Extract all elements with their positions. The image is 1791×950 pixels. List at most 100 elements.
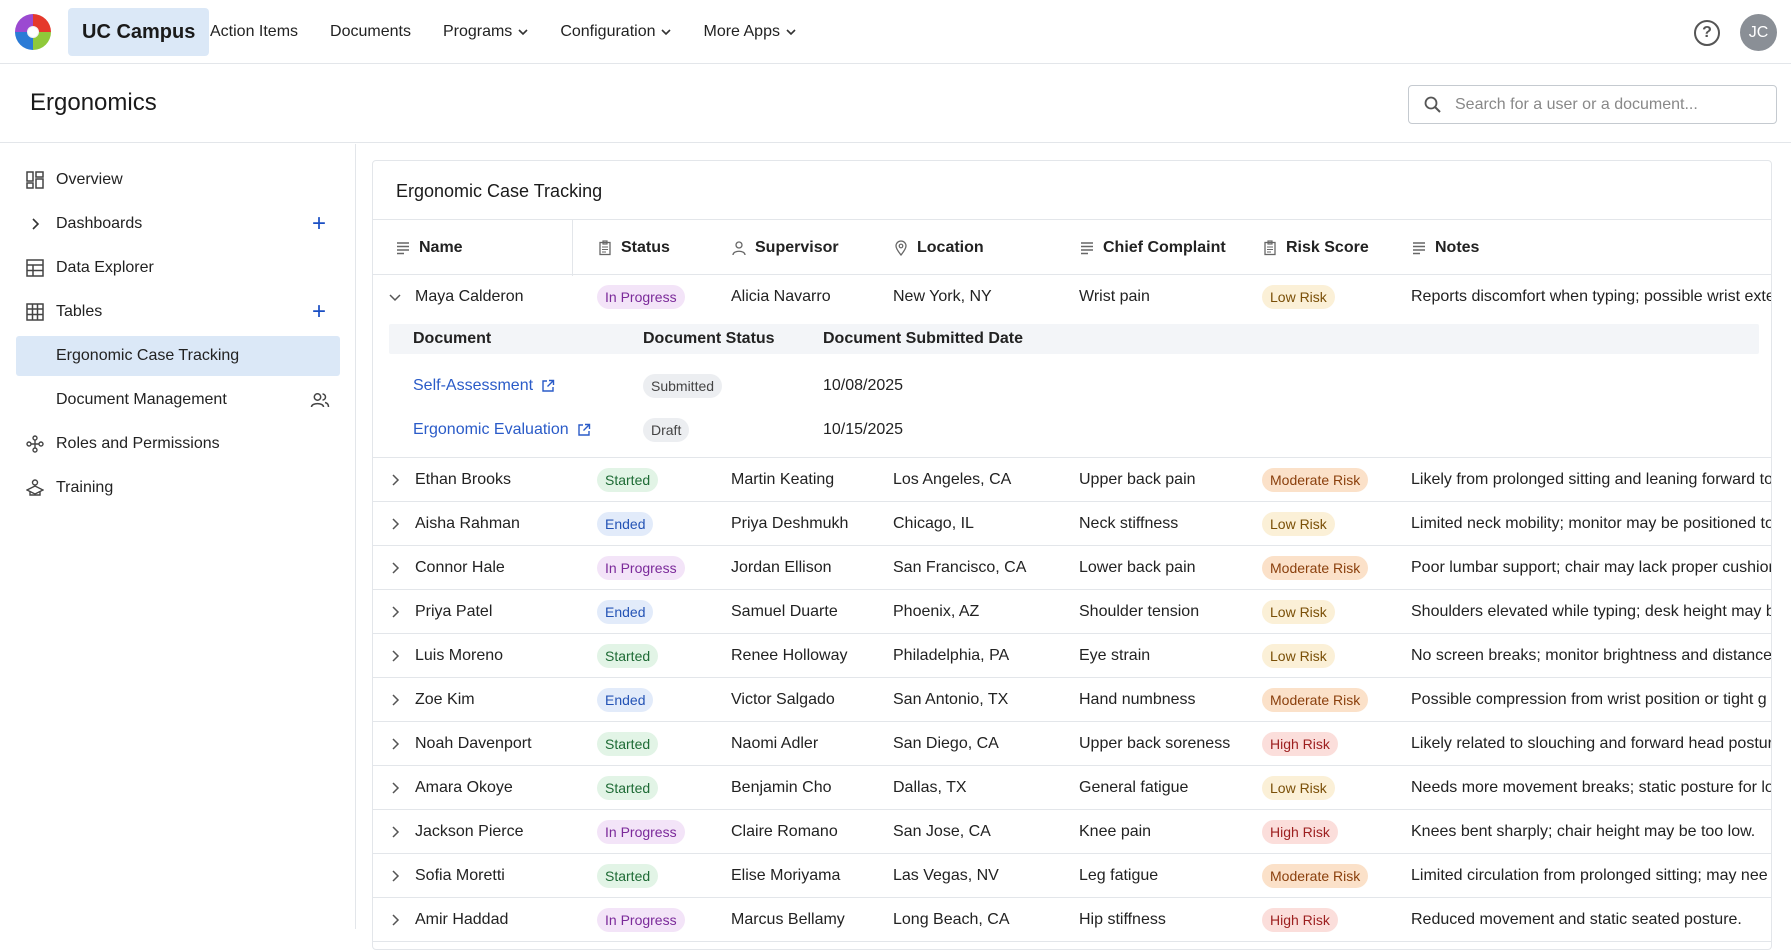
expand-row-button[interactable] — [387, 722, 403, 766]
table-row[interactable]: Noah Davenport Started Naomi Adler San Dieg… — [373, 722, 1772, 766]
table-row[interactable]: Jackson Pierce In Progress Claire Romano Sa… — [373, 810, 1771, 854]
status-badge: In Progress — [597, 819, 685, 845]
table-row[interactable]: Luis Moreno Started Renee Holloway Philadel… — [373, 634, 1771, 678]
status-badge: Started — [597, 467, 659, 493]
table-row[interactable]: Maya Calderon In Progress Alicia Navarro… — [373, 275, 1772, 319]
brand-button[interactable]: UC Campus — [68, 8, 210, 56]
risk-badge: Moderate Risk — [1262, 863, 1369, 889]
cell-name: Ethan Brooks — [415, 471, 512, 488]
table-row[interactable]: Aisha Rahman Ended Priya Deshmukh Chicago, … — [373, 502, 1771, 546]
sidebar-item-ergonomic-case-tracking[interactable]: Ergonomic Case Tracking — [16, 336, 340, 376]
chevron-right-icon[interactable] — [25, 214, 45, 234]
sidebar-item-roles-permissions[interactable]: Roles and Permissions — [16, 424, 340, 464]
expand-row-button[interactable] — [387, 766, 403, 810]
org-chart-icon — [25, 434, 45, 454]
cell-notes: Likely from prolonged sitting and leanin… — [1411, 471, 1772, 488]
column-label: Notes — [1435, 239, 1480, 256]
column-supervisor[interactable]: Supervisor — [731, 220, 839, 276]
collapse-row-button[interactable] — [387, 275, 403, 319]
expand-row-button[interactable] — [387, 898, 403, 942]
cell-complaint: General fatigue — [1079, 779, 1189, 796]
cell-name: Aisha Rahman — [415, 515, 520, 532]
column-label: Chief Complaint — [1103, 239, 1226, 256]
expand-row-button[interactable] — [387, 590, 403, 634]
cell-complaint: Leg fatigue — [1079, 867, 1159, 884]
cell-supervisor: Priya Deshmukh — [731, 515, 849, 532]
column-location[interactable]: Location — [893, 220, 984, 276]
expand-row-button[interactable] — [387, 634, 403, 678]
nav-action-items[interactable]: Action Items — [210, 23, 298, 41]
status-badge: In Progress — [597, 907, 685, 933]
column-status[interactable]: Status — [597, 220, 670, 276]
expand-row-button[interactable] — [387, 678, 403, 722]
avatar[interactable]: JC — [1740, 14, 1777, 51]
cell-location: Phoenix, AZ — [893, 603, 980, 620]
expand-row-button[interactable] — [387, 854, 403, 898]
column-risk-score[interactable]: Risk Score — [1262, 220, 1369, 276]
document-subtable: Document Document Status Document Submit… — [389, 324, 1759, 454]
chevron-right-icon — [392, 650, 400, 662]
help-icon[interactable]: ? — [1694, 19, 1720, 46]
sidebar-item-data-explorer[interactable]: Data Explorer — [16, 248, 340, 288]
cell-notes: Possible compression from wrist position… — [1411, 691, 1767, 708]
column-chief-complaint[interactable]: Chief Complaint — [1079, 220, 1226, 276]
table-row[interactable]: Ethan Brooks Started Martin Keating Los Ang… — [373, 458, 1772, 502]
sidebar-item-training[interactable]: Training — [16, 468, 340, 508]
sidebar-item-dashboards[interactable]: Dashboards + — [16, 204, 340, 244]
nav-configuration[interactable]: Configuration — [560, 23, 672, 41]
table-row[interactable]: Connor Hale In Progress Jordan Ellison San … — [373, 546, 1771, 590]
cell-name: Priya Patel — [415, 603, 493, 620]
column-label: Supervisor — [755, 239, 839, 256]
text-column-icon — [397, 242, 409, 255]
cell-location: Los Angeles, CA — [893, 471, 1012, 488]
table-row[interactable]: Sofia Moretti Started Elise Moriyama Las Ve… — [373, 854, 1771, 898]
add-table-icon[interactable]: + — [311, 298, 326, 325]
cell-location: San Jose, CA — [893, 823, 991, 840]
table-icon — [25, 258, 45, 278]
column-name[interactable]: Name — [395, 220, 463, 276]
cell-notes: Likely related to slouching and forward … — [1411, 735, 1772, 752]
app-logo-icon[interactable] — [14, 13, 52, 51]
add-dashboard-icon[interactable]: + — [311, 210, 326, 237]
table-row[interactable]: Amir Haddad In Progress Marcus Bellamy Long… — [373, 898, 1771, 942]
search-box[interactable] — [1408, 85, 1777, 124]
grid-layout-icon — [25, 170, 45, 190]
status-badge: Started — [597, 731, 659, 757]
sidebar-item-document-management[interactable]: Document Management — [16, 380, 340, 420]
cell-supervisor: Renee Holloway — [731, 647, 848, 664]
nav-programs[interactable]: Programs — [443, 23, 528, 41]
cell-supervisor: Elise Moriyama — [731, 867, 841, 884]
nav-more-apps[interactable]: More Apps — [703, 23, 796, 41]
expand-row-button[interactable] — [387, 502, 403, 546]
cell-complaint: Upper back soreness — [1079, 735, 1231, 752]
column-label: Risk Score — [1286, 239, 1369, 256]
tables-grid-icon — [25, 302, 45, 322]
cell-notes: Reduced movement and static seated postu… — [1411, 911, 1742, 928]
top-bar: UC Campus Action Items Documents Program… — [0, 0, 1791, 64]
nav-documents[interactable]: Documents — [330, 23, 411, 41]
column-notes[interactable]: Notes — [1411, 220, 1479, 276]
cell-location: Chicago, IL — [893, 515, 974, 532]
chevron-down-icon — [661, 29, 672, 36]
ergonomic-evaluation-link[interactable]: Ergonomic Evaluation — [413, 421, 591, 439]
table-row[interactable]: Amara Okoye Started Benjamin Cho Dallas, TX… — [373, 766, 1771, 810]
cell-complaint: Knee pain — [1079, 823, 1152, 840]
search-input[interactable] — [1455, 95, 1755, 114]
page-title: Ergonomics — [30, 89, 157, 116]
chevron-right-icon — [392, 826, 400, 838]
column-divider — [572, 220, 573, 276]
chevron-right-icon — [392, 474, 400, 486]
expand-row-button[interactable] — [387, 546, 403, 590]
sidebar-item-overview[interactable]: Overview — [16, 160, 340, 200]
expand-row-button[interactable] — [387, 810, 403, 854]
cell-notes: Reports discomfort when typing; possible… — [1411, 288, 1772, 305]
sidebar-item-tables[interactable]: Tables + — [16, 292, 340, 332]
expand-row-button[interactable] — [387, 458, 403, 502]
table-row[interactable]: Zoe Kim Ended Victor Salgado San Antonio, T… — [373, 678, 1771, 722]
self-assessment-link[interactable]: Self-Assessment — [413, 377, 555, 395]
cell-supervisor: Martin Keating — [731, 471, 835, 488]
table-row[interactable]: Priya Patel Ended Samuel Duarte Phoenix, AZ… — [373, 590, 1771, 634]
sidebar-item-label: Document Management — [56, 391, 227, 408]
risk-badge: Moderate Risk — [1262, 467, 1369, 493]
document-date: 10/15/2025 — [823, 421, 904, 438]
